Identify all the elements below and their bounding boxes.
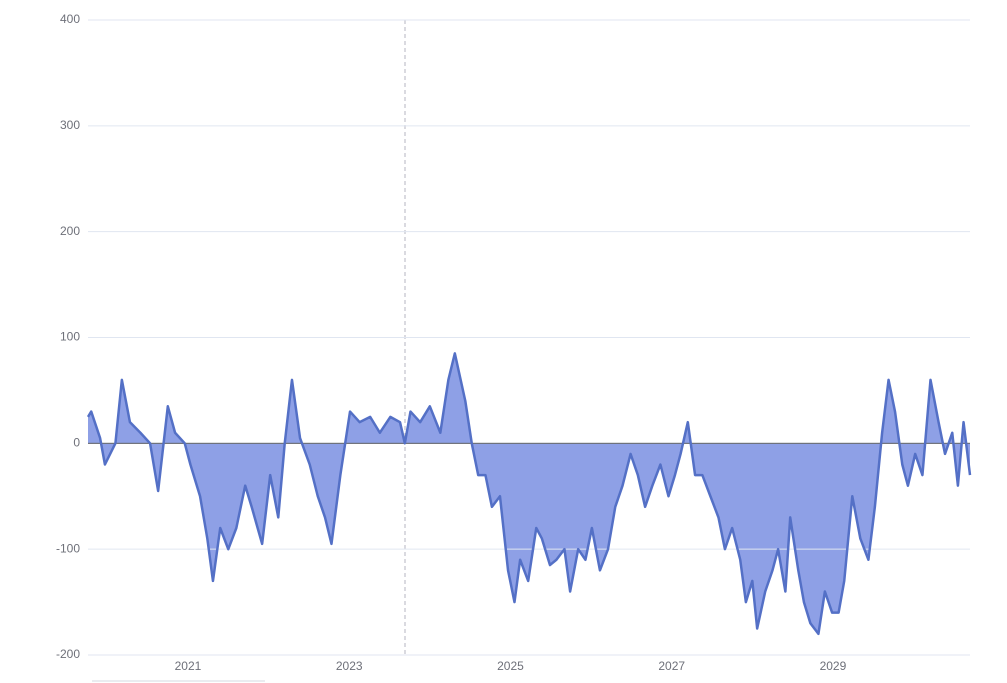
x-tick-label: 2023 [336,659,363,673]
x-tick-label: 2027 [658,659,685,673]
area [88,353,970,634]
y-tick-label: 200 [60,224,80,238]
line [86,352,972,636]
y-tick-label: 400 [60,12,80,26]
y-tick-label: 300 [60,118,80,132]
y-tick-label: -200 [56,647,80,661]
x-tick-label: 2021 [175,659,202,673]
x-tick-label: 2029 [820,659,847,673]
x-tick-label: 2025 [497,659,524,673]
y-tick-label: -100 [56,541,80,555]
y-tick-label: 100 [60,330,80,344]
y-tick-label: 0 [73,436,80,450]
